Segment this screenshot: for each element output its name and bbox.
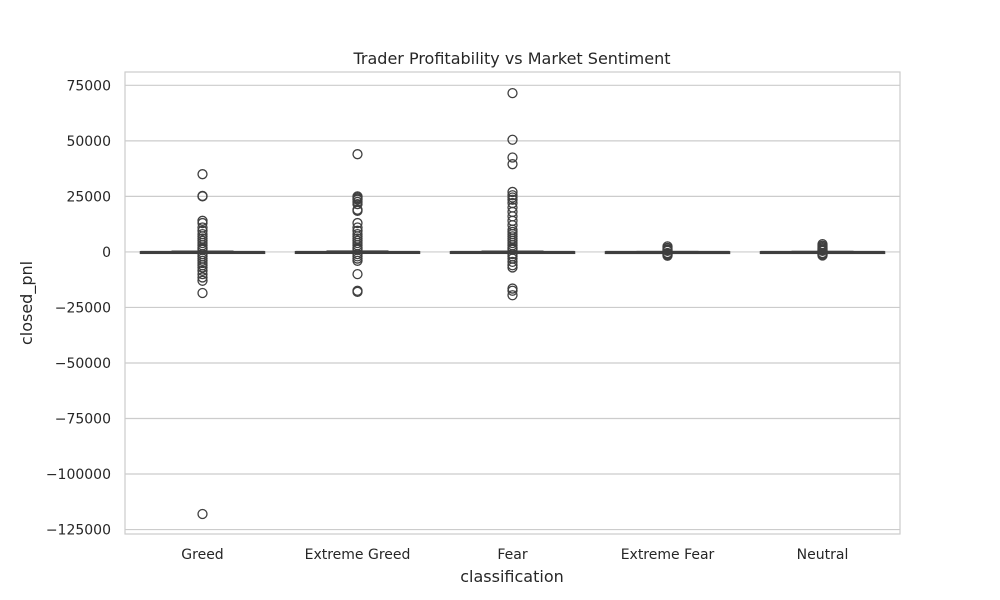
- x-tick-label: Extreme Fear: [621, 547, 715, 563]
- y-tick-label: −75000: [55, 412, 111, 428]
- x-tick-label: Neutral: [797, 547, 849, 563]
- x-axis-title: classification: [460, 567, 564, 586]
- outlier-point: [817, 250, 828, 261]
- box-group: [759, 238, 886, 261]
- outlier-point: [352, 225, 363, 236]
- outlier-point: [352, 217, 363, 229]
- outlier-point: [197, 268, 208, 280]
- box-group: [139, 169, 266, 520]
- outlier-point: [197, 217, 208, 229]
- outlier-point: [197, 262, 208, 273]
- outlier-point: [197, 508, 208, 520]
- outlier-point: [197, 272, 208, 283]
- y-tick-label: 0: [102, 245, 111, 261]
- y-tick-label: −50000: [55, 356, 111, 372]
- outlier-point: [197, 287, 208, 299]
- outlier-point: [197, 265, 208, 276]
- outlier-point: [507, 159, 518, 170]
- outlier-point: [507, 290, 518, 301]
- plot-frame: [124, 71, 901, 535]
- outlier-point: [352, 149, 363, 160]
- x-axis-ticks: Greed Extreme Greed Fear Extreme Fear Neutra…: [181, 547, 848, 563]
- y-tick-label: −125000: [46, 523, 111, 539]
- outlier-point: [507, 186, 518, 198]
- outlier-point: [507, 256, 518, 268]
- box-group: [449, 87, 576, 301]
- y-axis-title: closed_pnl: [17, 261, 37, 345]
- x-tick-label: Extreme Greed: [305, 547, 411, 563]
- chart-title: Trader Profitability vs Market Sentiment: [352, 49, 670, 68]
- outlier-point: [197, 275, 208, 286]
- outlier-point: [352, 286, 363, 298]
- box-group: [294, 149, 421, 298]
- gridlines: [125, 84, 900, 531]
- outlier-point: [352, 268, 363, 280]
- outlier-point: [352, 205, 363, 216]
- y-tick-label: 25000: [66, 189, 111, 205]
- outlier-point: [507, 152, 518, 163]
- outlier-point: [507, 194, 518, 205]
- y-tick-label: −25000: [55, 300, 111, 316]
- y-axis-ticks: 75000 50000 25000 0 −25000 −50000 −75000 −10000…: [46, 78, 111, 538]
- outlier-point: [507, 285, 518, 296]
- x-tick-label: Greed: [181, 547, 223, 563]
- y-tick-label: 75000: [66, 78, 111, 94]
- outlier-point: [197, 225, 208, 236]
- boxes: [139, 87, 886, 520]
- y-tick-label: 50000: [66, 134, 111, 150]
- outlier-point: [352, 255, 363, 266]
- box-group: [604, 241, 731, 261]
- outlier-point: [507, 87, 518, 99]
- outlier-point: [197, 169, 208, 180]
- y-tick-label: −100000: [46, 467, 111, 483]
- outlier-point: [507, 134, 518, 145]
- outlier-point: [507, 262, 518, 273]
- outlier-point: [197, 191, 208, 202]
- outlier-point: [352, 199, 363, 210]
- outlier-point: [662, 250, 673, 261]
- x-tick-label: Fear: [497, 547, 527, 563]
